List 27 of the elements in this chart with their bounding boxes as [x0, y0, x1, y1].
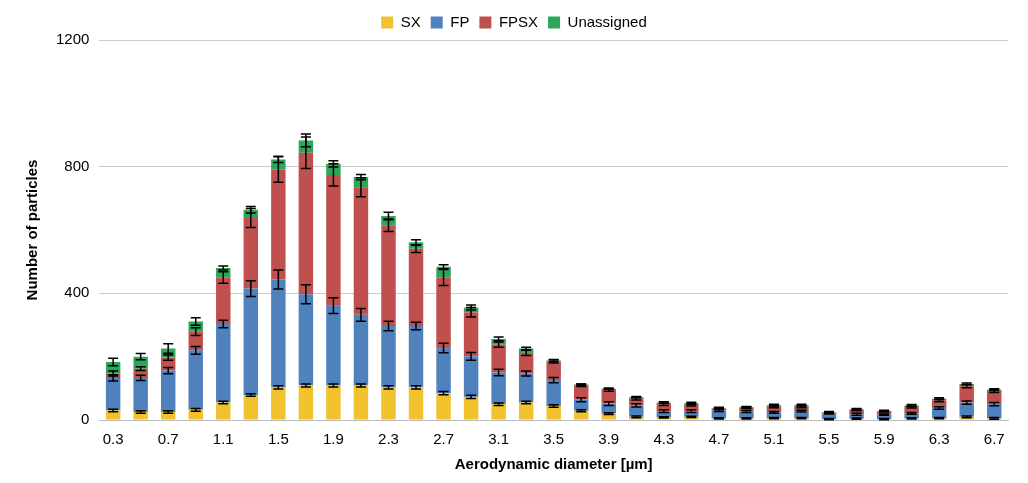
x-tick-label: 6.3: [928, 430, 950, 448]
legend-label: SX: [400, 12, 421, 30]
y-axis-title: Number of particles: [23, 159, 41, 301]
legend-label: Unassigned: [567, 12, 647, 30]
legend-label: FP: [450, 12, 470, 30]
x-tick-label: 2.3: [378, 430, 399, 448]
legend-label: FPSX: [498, 12, 539, 30]
x-tick-label: 1.5: [267, 430, 289, 448]
x-tick-label: 5.9: [873, 430, 895, 448]
x-tick-label: 5.1: [763, 430, 785, 448]
x-tick-label: 1.1: [212, 430, 234, 448]
x-tick-label: 3.1: [488, 430, 510, 448]
x-tick-label: 2.7: [433, 430, 454, 448]
x-tick-label: 3.5: [543, 430, 565, 448]
y-tick-label: 0: [81, 410, 90, 428]
x-tick-label: 6.7: [983, 430, 1005, 448]
x-tick-label: 5.5: [818, 430, 840, 448]
y-tick-label: 1200: [55, 30, 90, 48]
x-axis-title: Aerodynamic diameter [µm]: [454, 455, 653, 473]
x-tick-label: 0.3: [102, 430, 124, 448]
y-tick-label: 400: [64, 283, 90, 301]
x-tick-label: 3.9: [598, 430, 620, 448]
x-tick-label: 4.3: [653, 430, 675, 448]
y-tick-label: 800: [64, 156, 90, 174]
x-tick-label: 4.7: [708, 430, 730, 448]
x-tick-label: 0.7: [157, 430, 179, 448]
x-tick-label: 1.9: [322, 430, 344, 448]
